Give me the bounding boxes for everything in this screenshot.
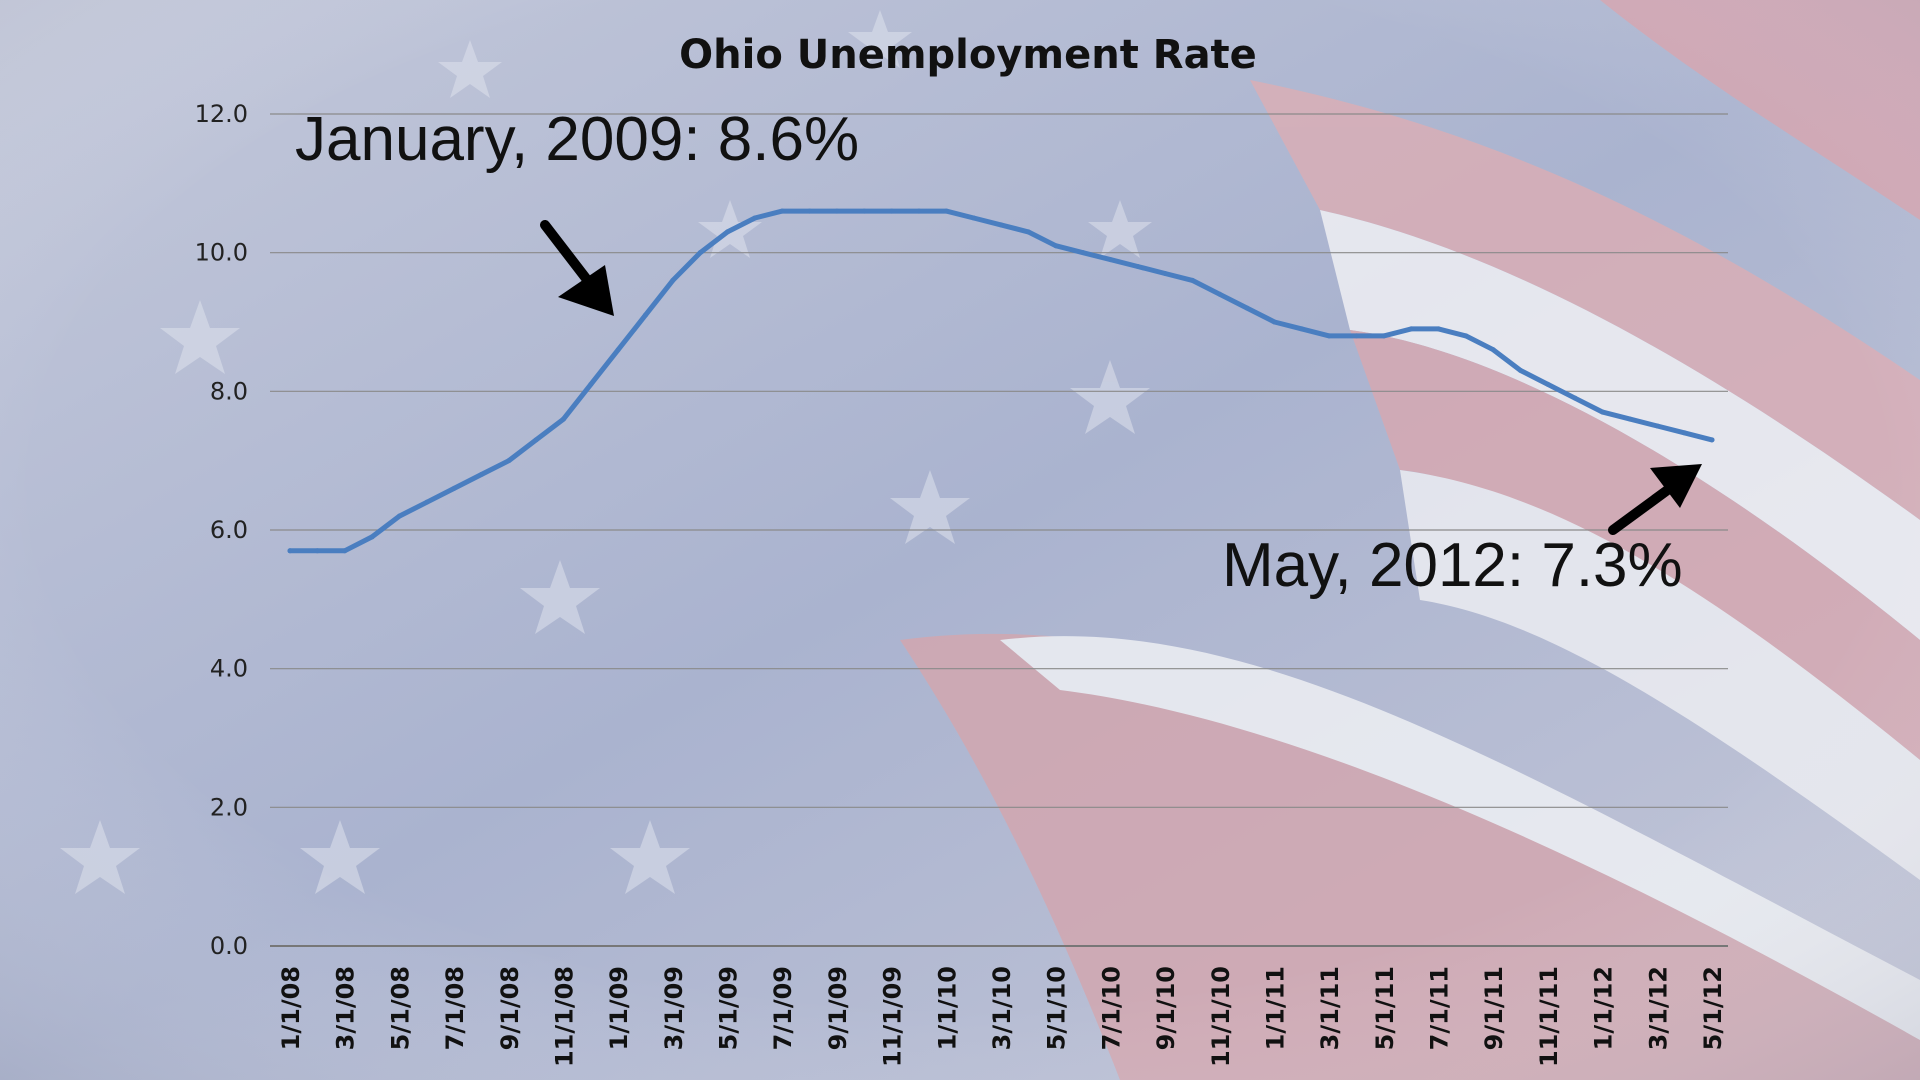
x-tick-label: 1/1/09: [605, 966, 633, 1050]
x-tick-label: 1/1/12: [1590, 966, 1618, 1050]
x-tick-label: 5/1/10: [1043, 966, 1071, 1050]
y-tick-label: 0.0: [210, 932, 248, 960]
x-tick-label: 11/1/10: [1207, 966, 1235, 1067]
data-point: [478, 472, 484, 478]
gridlines: [270, 113, 1728, 947]
data-point: [1572, 395, 1578, 401]
annotation-arrow-down-icon: [540, 220, 614, 316]
data-point: [1354, 333, 1359, 339]
data-point: [1107, 257, 1113, 263]
data-point: [834, 208, 840, 214]
y-tick-label: 4.0: [210, 655, 248, 683]
data-point: [1217, 291, 1223, 297]
x-tick-label: 11/1/09: [879, 966, 907, 1067]
chart-title: Ohio Unemployment Rate: [679, 32, 1257, 78]
data-point: [506, 458, 512, 464]
x-tick-label: 7/1/08: [441, 966, 469, 1050]
data-point: [588, 381, 594, 387]
data-point: [1408, 326, 1414, 332]
y-tick-labels: 0.0 2.0 4.0 6.0 8.0 10.0 12.0: [195, 100, 248, 960]
y-tick-label: 10.0: [195, 239, 248, 267]
y-tick-label: 2.0: [210, 793, 248, 821]
x-tick-label: 5/1/08: [386, 966, 414, 1050]
x-tick-label: 3/1/10: [988, 966, 1016, 1050]
y-tick-label: 12.0: [195, 100, 248, 128]
data-point: [1682, 430, 1688, 436]
data-points: [287, 208, 1715, 554]
data-point: [1135, 264, 1141, 270]
data-point: [998, 222, 1004, 228]
data-point: [560, 416, 566, 422]
x-tick-label: 3/1/11: [1316, 966, 1344, 1050]
x-tick-label: 5/1/11: [1371, 966, 1399, 1050]
data-point: [1299, 326, 1305, 332]
data-point: [1627, 416, 1633, 422]
data-point: [943, 208, 949, 214]
data-point: [889, 208, 895, 214]
data-point: [1545, 381, 1551, 387]
x-tick-label: 9/1/09: [824, 966, 852, 1050]
data-point: [725, 229, 731, 235]
series-line: [287, 208, 1715, 554]
data-point: [1189, 277, 1195, 283]
data-point: [615, 347, 621, 353]
data-point: [752, 215, 758, 221]
x-tick-label: 9/1/11: [1480, 966, 1508, 1050]
data-point: [1053, 243, 1059, 249]
data-point: [424, 499, 430, 505]
x-tick-label: 1/1/11: [1261, 966, 1289, 1050]
data-point: [369, 534, 375, 540]
x-tick-label: 7/1/11: [1426, 966, 1454, 1050]
data-point: [1162, 270, 1168, 276]
data-point: [1326, 333, 1332, 339]
x-tick-label: 9/1/08: [496, 966, 524, 1050]
data-point: [1518, 368, 1524, 374]
data-point: [1709, 437, 1715, 443]
data-point: [1490, 347, 1496, 353]
x-tick-label: 3/1/08: [332, 966, 360, 1050]
data-point: [1244, 305, 1250, 311]
data-point: [314, 548, 320, 554]
x-tick-label: 7/1/10: [1097, 966, 1125, 1050]
x-tick-label: 3/1/12: [1644, 966, 1672, 1050]
data-point: [342, 548, 348, 554]
data-point: [1463, 333, 1469, 339]
x-tick-labels: 1/1/08 3/1/08 5/1/08 7/1/08 9/1/08 11/1/08 1/1…: [277, 966, 1727, 1067]
x-tick-label: 9/1/10: [1152, 966, 1180, 1050]
x-tick-label: 7/1/09: [769, 966, 797, 1050]
x-tick-label: 5/1/12: [1699, 966, 1727, 1050]
x-tick-label: 5/1/09: [715, 966, 743, 1050]
data-point: [861, 208, 867, 214]
data-point: [1436, 326, 1442, 332]
annotation-january-2009: January, 2009: 8.6%: [295, 105, 859, 174]
data-point: [451, 485, 457, 491]
annotation-arrow-up-icon: [1608, 464, 1702, 535]
data-point: [779, 208, 785, 214]
data-point: [916, 208, 922, 214]
y-tick-label: 8.0: [210, 377, 248, 405]
data-point: [1381, 333, 1387, 339]
x-tick-label: 1/1/08: [277, 966, 305, 1050]
x-tick-label: 3/1/09: [660, 966, 688, 1050]
x-tick-label: 11/1/11: [1535, 966, 1563, 1067]
data-point: [807, 208, 813, 214]
data-point: [1025, 229, 1031, 235]
data-point: [697, 250, 703, 256]
x-tick-label: 1/1/10: [933, 966, 961, 1050]
data-point: [287, 548, 293, 554]
data-point: [1080, 250, 1086, 256]
data-point: [1271, 319, 1277, 325]
data-point: [1600, 409, 1606, 415]
y-tick-label: 6.0: [210, 516, 248, 544]
annotation-may-2012: May, 2012: 7.3%: [1222, 531, 1683, 600]
data-point: [643, 312, 648, 318]
data-point: [971, 215, 977, 221]
data-point: [670, 277, 676, 283]
data-point: [396, 513, 402, 519]
data-point: [1654, 423, 1660, 429]
data-point: [533, 437, 539, 443]
x-tick-label: 11/1/08: [550, 966, 578, 1067]
